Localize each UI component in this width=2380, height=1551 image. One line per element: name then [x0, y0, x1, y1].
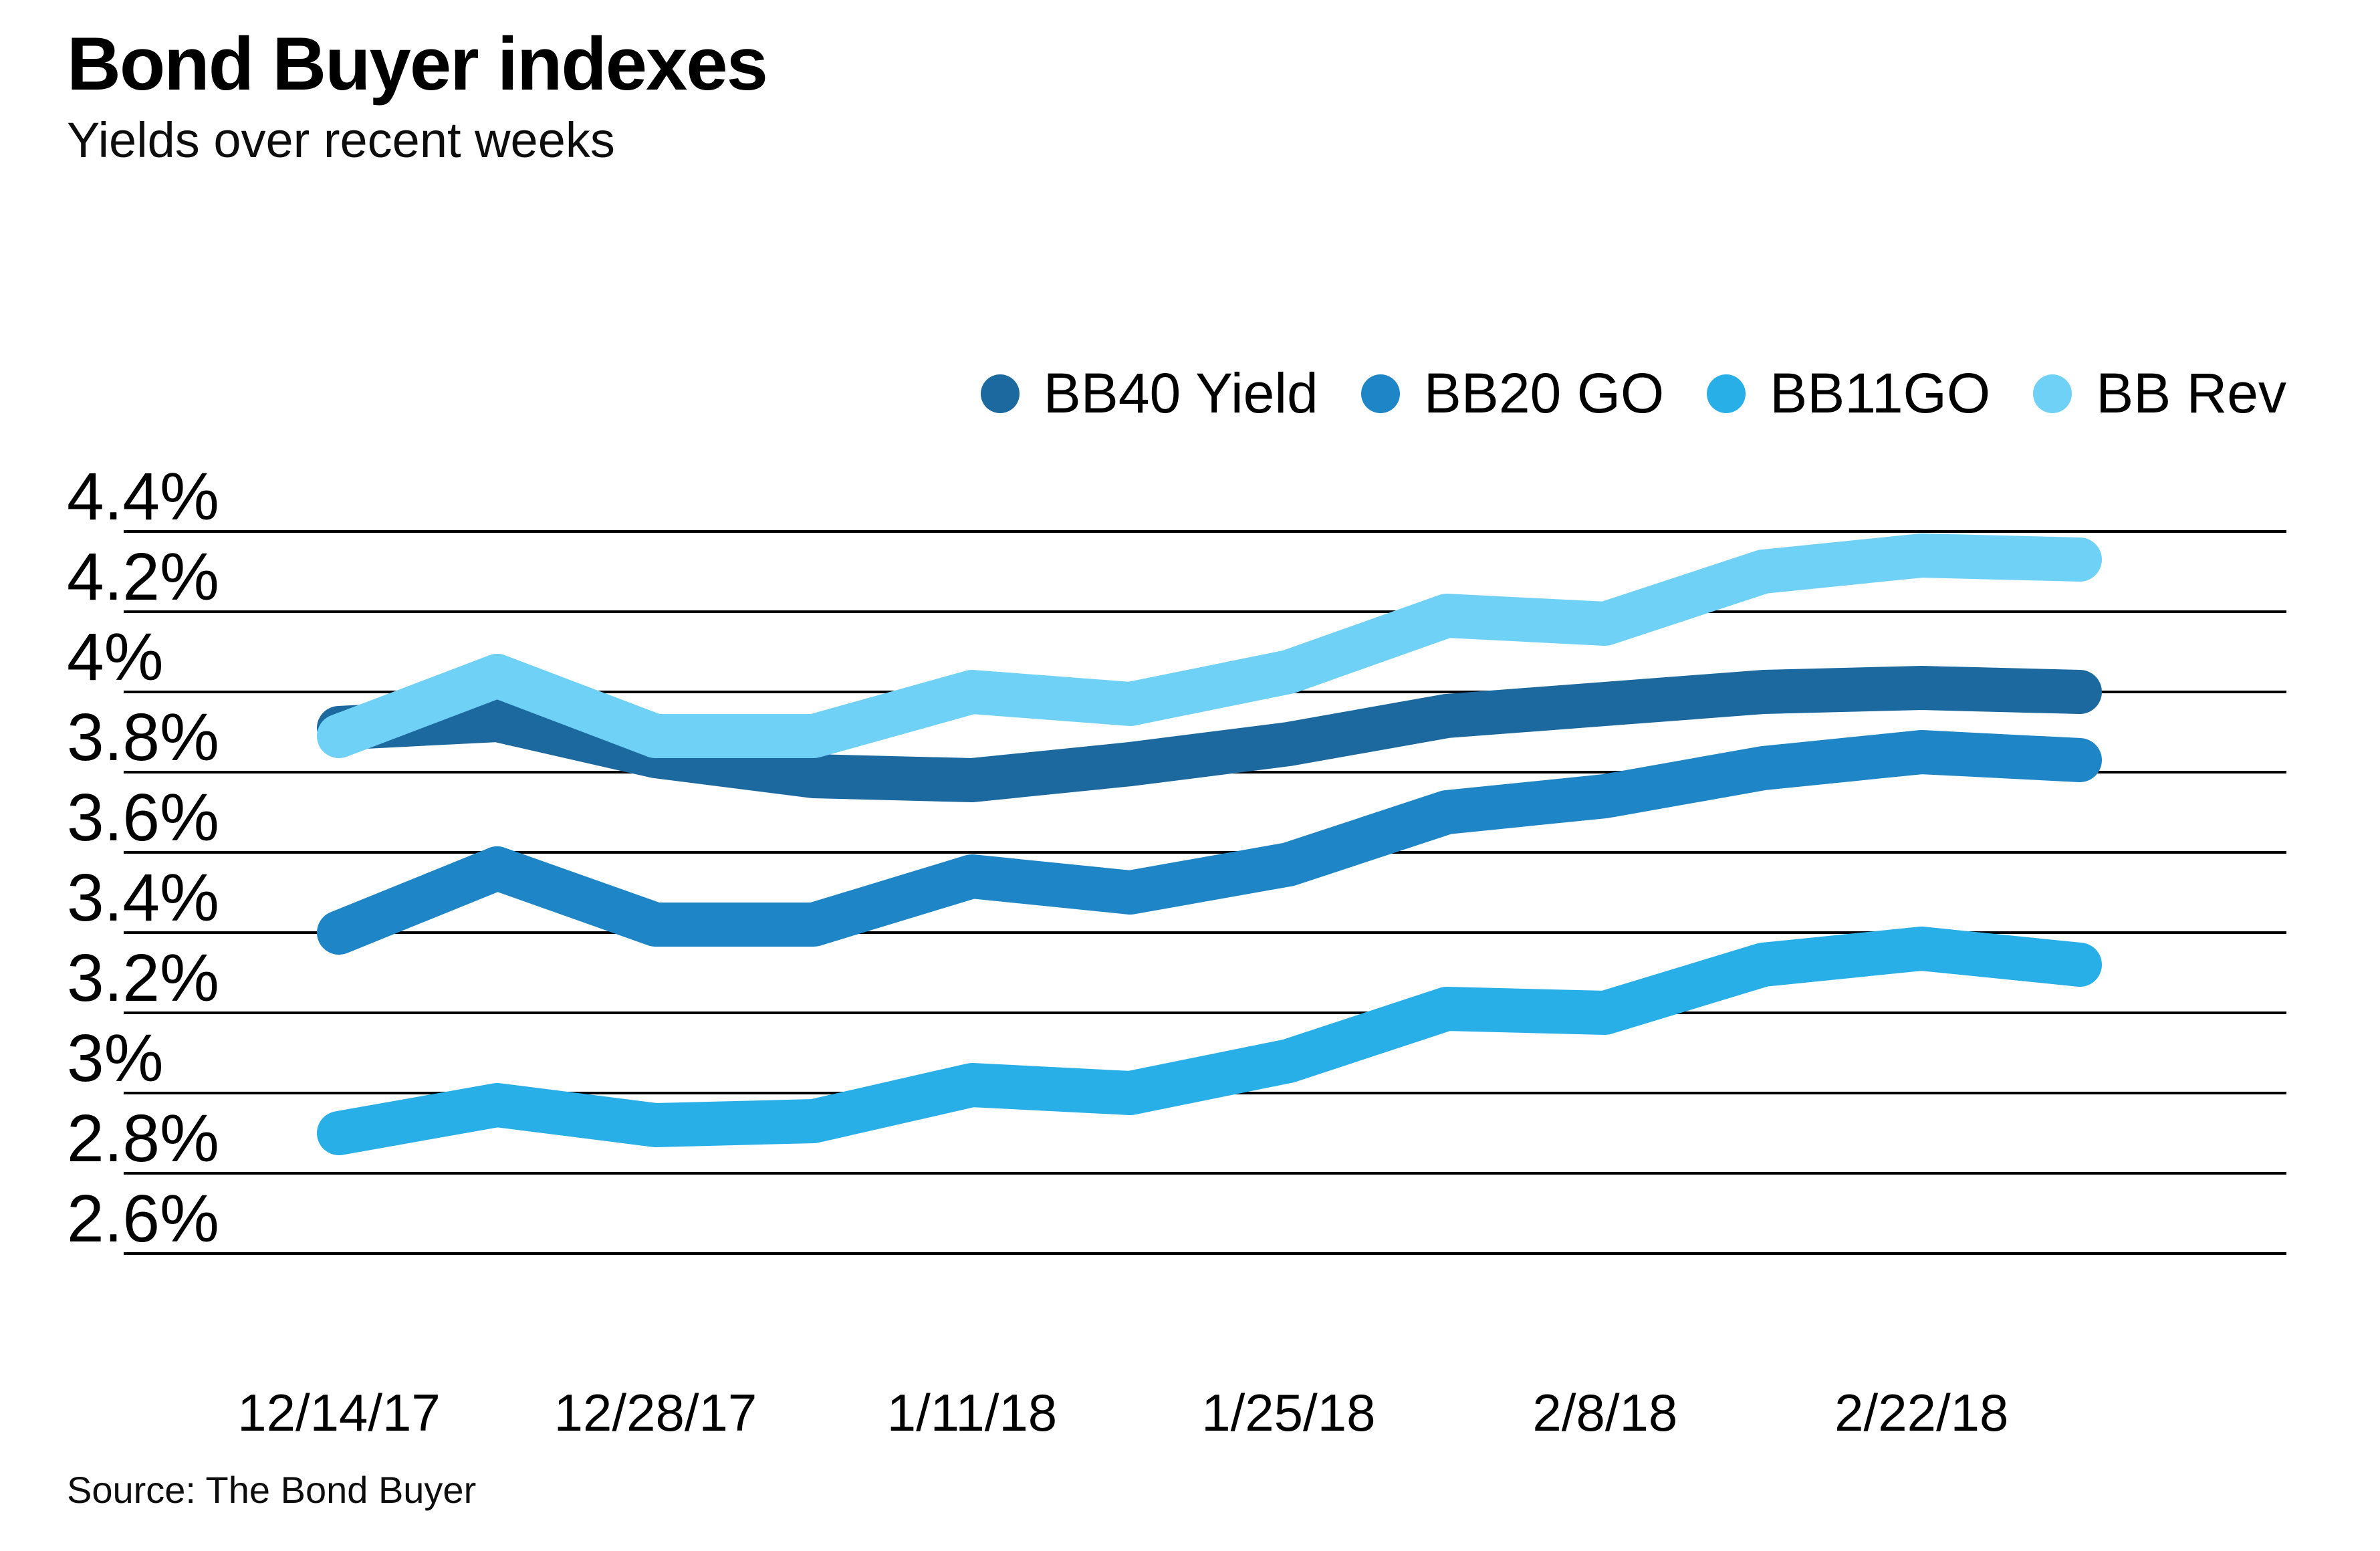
- y-tick-label-3%: 3%: [67, 1021, 164, 1096]
- source-note: Source: The Bond Buyer: [67, 1469, 477, 1511]
- legend-item-bb11go: BB11GO: [1707, 361, 1990, 426]
- x-tick-label-1/11/18: 1/11/18: [887, 1383, 1057, 1442]
- legend-item-bb-rev: BB Rev: [2033, 361, 2286, 426]
- chart-subtitle: Yields over recent weeks: [67, 112, 615, 168]
- x-tick-label-2/22/18: 2/22/18: [1834, 1383, 2008, 1442]
- legend-item-bb40-yield: BB40 Yield: [980, 361, 1318, 426]
- legend-dot-icon: [980, 374, 1020, 413]
- legend-label: BB20 GO: [1423, 362, 1665, 425]
- y-tick-label-4%: 4%: [67, 620, 164, 695]
- legend-label: BB11GO: [1770, 362, 1991, 425]
- x-tick-label-12/14/17: 12/14/17: [237, 1383, 441, 1442]
- y-tick-label-4.4%: 4.4%: [67, 459, 219, 534]
- legend-label: BB40 Yield: [1043, 362, 1318, 425]
- series-line-bb40-yield: [317, 666, 2102, 802]
- chart-title: Bond Buyer indexes: [67, 22, 768, 106]
- legend-dot-icon: [1707, 374, 1746, 413]
- x-axis-labels: 12/14/17 12/28/17 1/11/18 1/25/18 2/8/18 2/22…: [237, 1383, 2008, 1442]
- y-tick-label-2.6%: 2.6%: [67, 1181, 219, 1256]
- y-tick-label-3.4%: 3.4%: [67, 860, 219, 935]
- y-tick-label-3.6%: 3.6%: [67, 780, 219, 855]
- legend-label: BB Rev: [2096, 362, 2286, 425]
- series-line-bb-rev: [317, 533, 2102, 758]
- chart-header: Bond Buyer indexes Yields over recent we…: [67, 22, 768, 168]
- series-line-bb20-go: [317, 730, 2102, 955]
- legend-dot-icon: [2033, 374, 2072, 413]
- x-tick-label-2/8/18: 2/8/18: [1532, 1383, 1677, 1442]
- y-tick-label-3.8%: 3.8%: [67, 700, 219, 775]
- x-tick-label-1/25/18: 1/25/18: [1201, 1383, 1375, 1442]
- y-tick-label-4.2%: 4.2%: [67, 540, 219, 614]
- legend-dot-icon: [1360, 374, 1400, 413]
- series-line-bb11go: [317, 927, 2102, 1155]
- y-tick-label-3.2%: 3.2%: [67, 941, 219, 1016]
- x-tick-label-12/28/17: 12/28/17: [554, 1383, 757, 1442]
- legend-item-bb20-go: BB20 GO: [1360, 361, 1665, 426]
- y-tick-label-2.8%: 2.8%: [67, 1101, 219, 1176]
- chart-legend: BB40 Yield BB20 GO BB11GO BB Rev: [120, 361, 2286, 426]
- y-axis-labels: 4.4%4.2%4%3.8%3.6%3.4%3.2%3%2.8%2.6%: [67, 459, 219, 1256]
